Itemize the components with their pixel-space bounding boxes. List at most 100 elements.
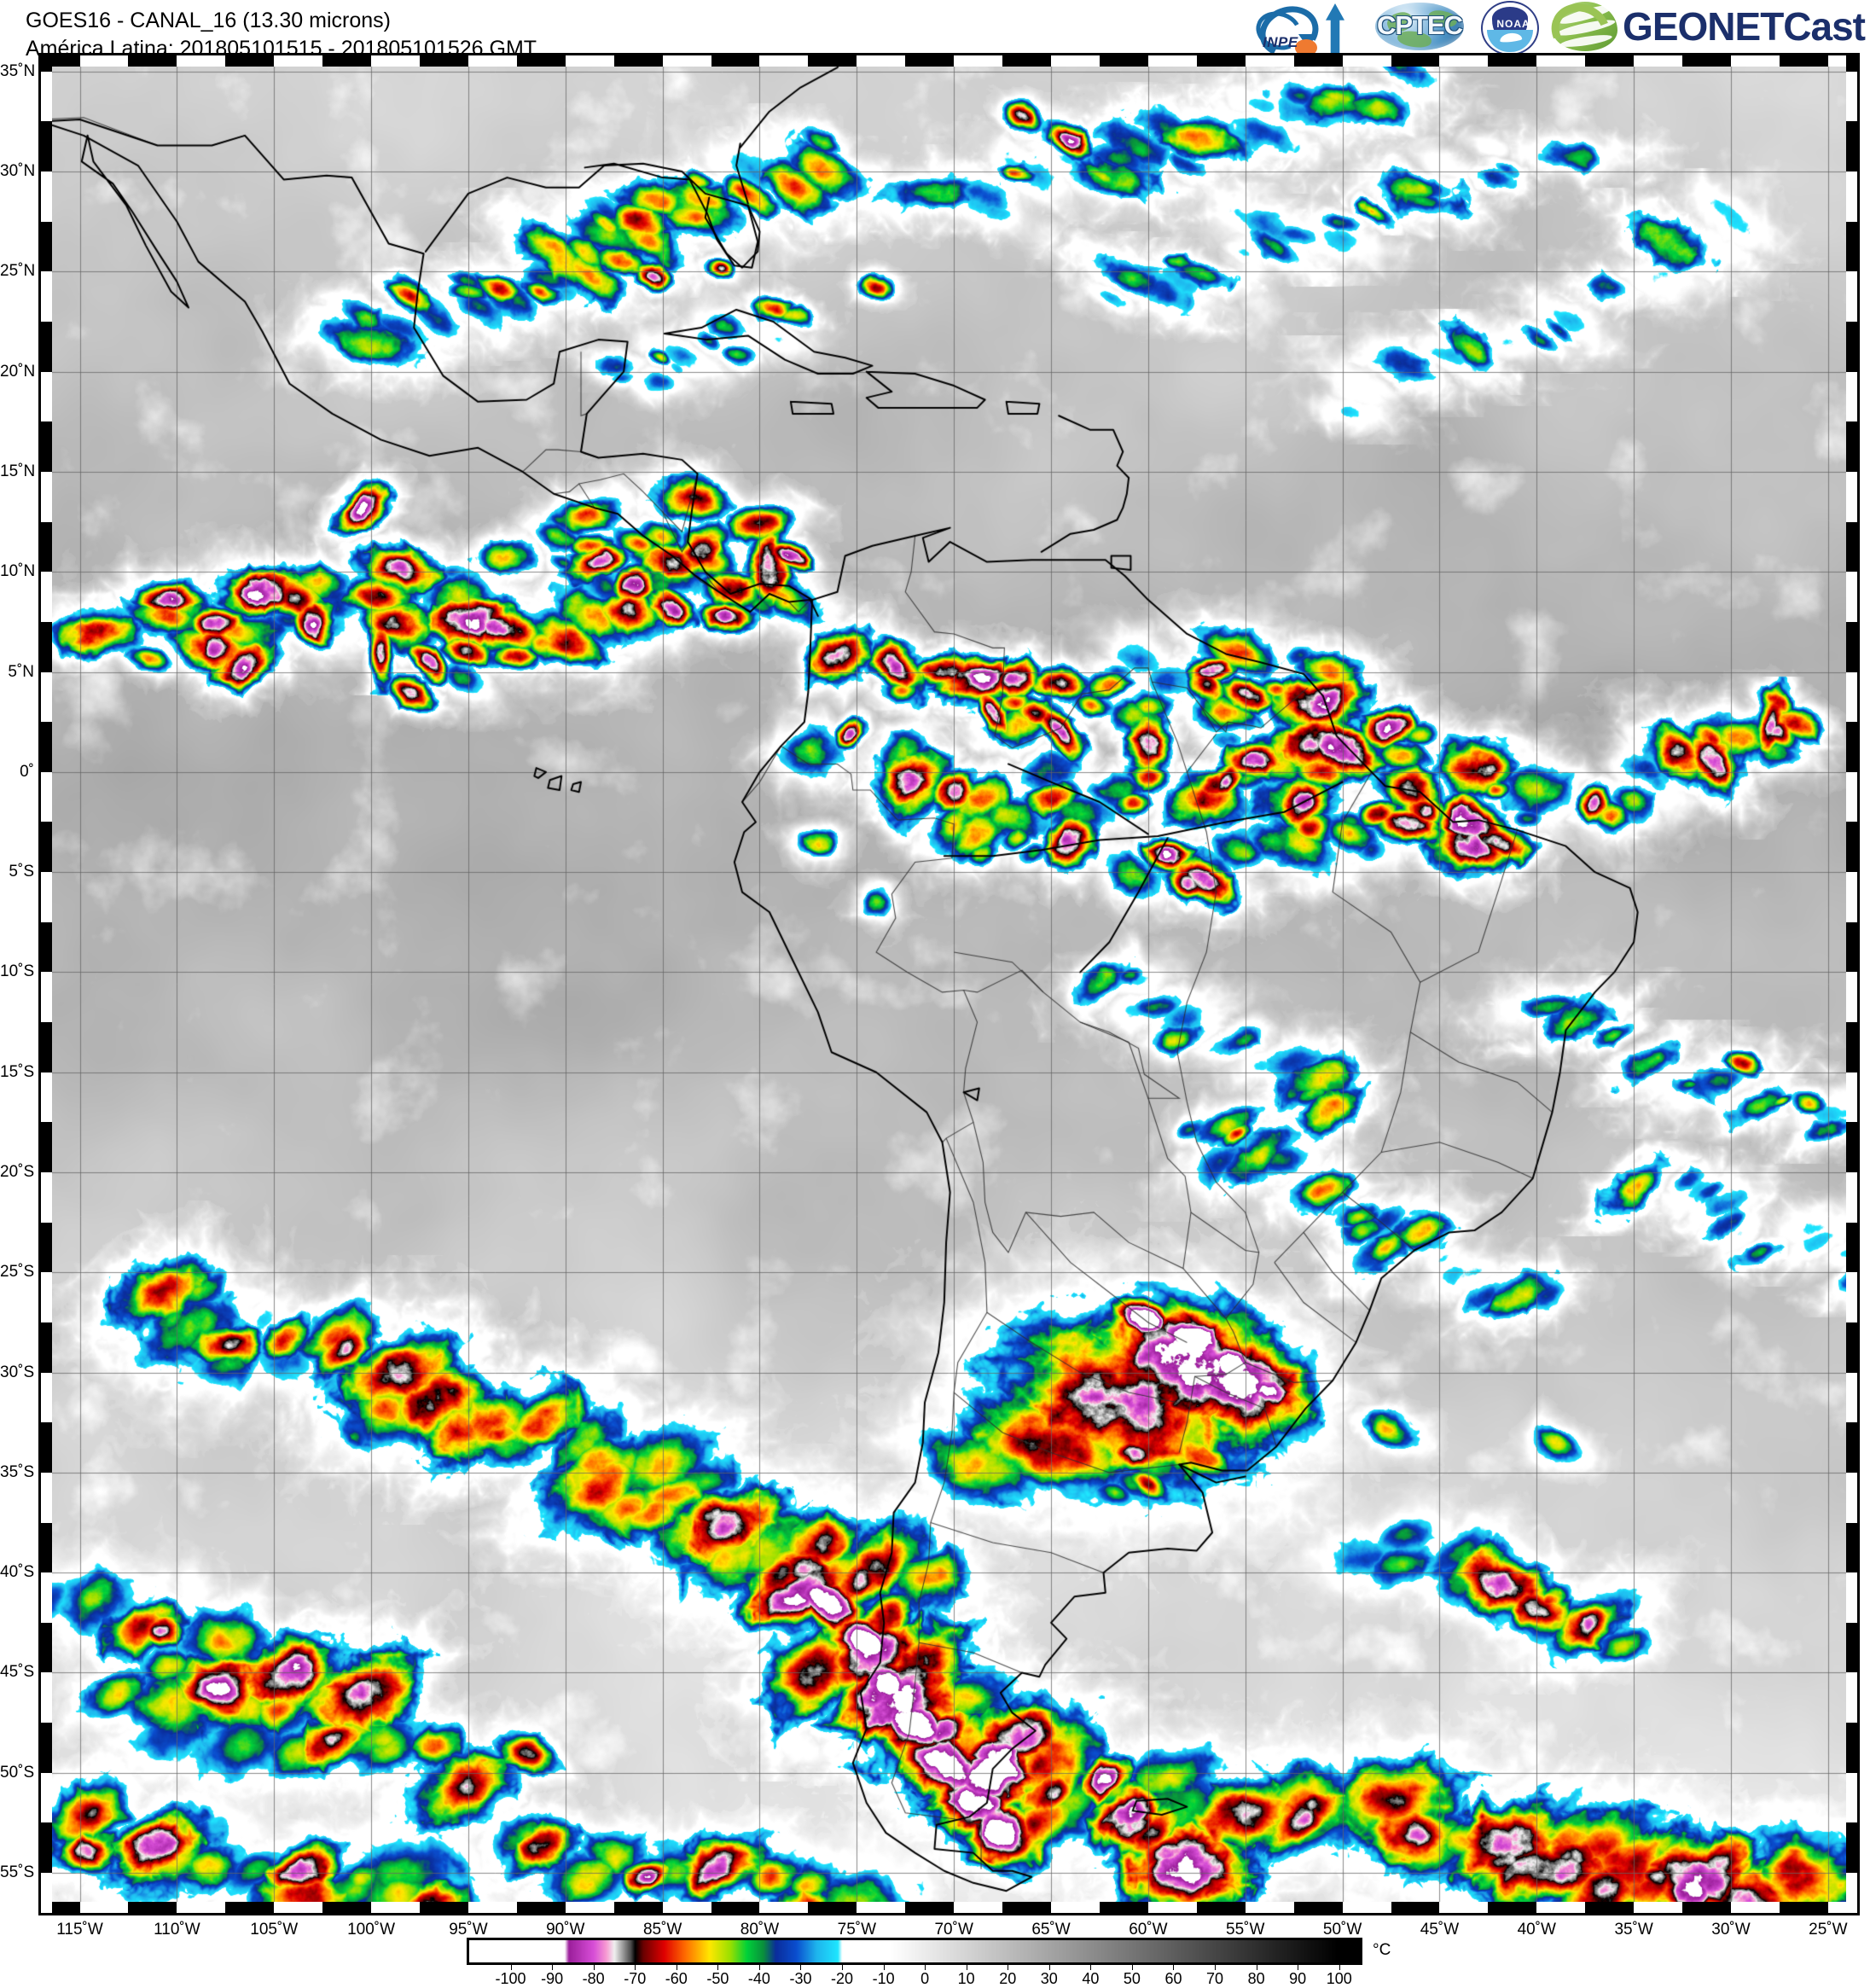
lon-tick-segment-top <box>954 55 1003 67</box>
lat-tick-segment-right <box>1846 1472 1857 1523</box>
lat-tick-segment-right <box>1846 55 1857 72</box>
lon-tick-segment-bottom <box>1051 1902 1100 1913</box>
longitude-label: 75˚W <box>837 1921 877 1939</box>
latitude-label: 35˚S <box>0 1462 35 1481</box>
lon-tick-segment-bottom <box>613 1902 663 1913</box>
lon-tick-segment-bottom <box>1439 1902 1489 1913</box>
latitude-label: 20˚N <box>0 362 36 381</box>
colorbar-tick-label: 60 <box>1164 1970 1182 1987</box>
lat-tick-segment-right <box>1846 421 1857 472</box>
lat-tick-segment-right <box>1846 671 1857 723</box>
noaa-logo: NOAA <box>1478 0 1539 55</box>
lat-tick-segment-left <box>41 421 52 472</box>
lon-tick-segment-bottom <box>1147 1902 1197 1913</box>
latitude-label: 30˚N <box>0 162 36 181</box>
colorbar-canvas <box>469 1940 1360 1962</box>
lat-tick-segment-right <box>1846 621 1857 672</box>
colorbar-tick-label: -10 <box>872 1970 895 1987</box>
lat-tick-segment-left <box>41 1572 52 1623</box>
noaa-wordmark: NOAA <box>1496 18 1530 30</box>
lon-tick-segment-bottom <box>79 1902 129 1913</box>
lon-tick-segment-bottom <box>565 1902 614 1913</box>
longitude-label: 45˚W <box>1420 1921 1460 1939</box>
lat-tick-segment-right <box>1846 271 1857 322</box>
colorbar-tick-line <box>635 1965 636 1970</box>
longitude-label: 90˚W <box>546 1921 585 1939</box>
lat-tick-segment-left <box>41 1372 52 1423</box>
lat-tick-segment-right <box>1846 71 1857 122</box>
lat-tick-segment-right <box>1846 521 1857 573</box>
colorbar-tick-line <box>510 1965 512 1970</box>
lat-tick-segment-right <box>1846 1772 1857 1823</box>
latitude-label: 55˚S <box>0 1863 35 1882</box>
lon-tick-segment-top <box>1147 55 1197 67</box>
lat-tick-segment-left <box>41 71 52 122</box>
lon-tick-segment-bottom <box>1002 1902 1052 1913</box>
lon-tick-segment-top <box>1682 55 1731 67</box>
lat-tick-segment-right <box>1846 1172 1857 1223</box>
colorbar-tick-line <box>925 1965 926 1970</box>
lat-tick-segment-right <box>1846 1372 1857 1423</box>
lon-tick-segment-top <box>516 55 566 67</box>
latitude-label: 35˚N <box>0 61 36 80</box>
satellite-image-canvas <box>41 55 1857 1913</box>
latitude-label: 40˚S <box>0 1563 35 1582</box>
lat-tick-segment-right <box>1846 322 1857 372</box>
lat-tick-segment-left <box>41 1622 52 1673</box>
lon-tick-segment-top <box>711 55 760 67</box>
latitude-label: 10˚N <box>0 562 36 581</box>
colorbar-tick-line <box>552 1965 554 1970</box>
lat-tick-segment-right <box>1846 771 1857 823</box>
lon-tick-segment-top <box>1391 55 1440 67</box>
lat-tick-segment-right <box>1846 822 1857 873</box>
geonetcast-wordmark: GEONETCast <box>1623 4 1866 49</box>
lon-tick-segment-top <box>468 55 517 67</box>
lon-tick-segment-top <box>420 55 468 67</box>
lon-tick-segment-top <box>613 55 663 67</box>
colorbar-tick-label: 50 <box>1123 1970 1141 1987</box>
latitude-label: 10˚S <box>0 962 35 981</box>
lon-tick-segment-bottom <box>857 1902 906 1913</box>
lat-tick-segment-right <box>1846 471 1857 522</box>
lat-tick-segment-left <box>41 1222 52 1273</box>
latitude-label: 5˚S <box>9 863 34 881</box>
inpe-arrow-up-icon <box>1326 3 1344 53</box>
lon-tick-segment-bottom <box>371 1902 420 1913</box>
colorbar-tick-label: -60 <box>665 1970 688 1987</box>
lat-tick-segment-right <box>1846 1723 1857 1773</box>
lon-tick-segment-top <box>371 55 420 67</box>
lat-tick-segment-left <box>41 1022 52 1072</box>
lat-tick-segment-left <box>41 572 52 622</box>
lat-tick-segment-left <box>41 1172 52 1223</box>
geonetcast-logo: GEONETCast <box>1542 0 1866 67</box>
lat-tick-segment-right <box>1846 572 1857 622</box>
lon-tick-segment-bottom <box>1342 1902 1391 1913</box>
lon-tick-segment-bottom <box>808 1902 857 1913</box>
lon-tick-segment-bottom <box>225 1902 275 1913</box>
satellite-map[interactable] <box>38 53 1860 1915</box>
header-bar: GOES16 - CANAL_16 (13.30 microns) Améric… <box>0 0 1870 67</box>
inpe-wordmark: INPE <box>1263 34 1298 50</box>
lat-tick-segment-left <box>41 771 52 823</box>
longitude-label: 30˚W <box>1711 1921 1751 1939</box>
lon-tick-segment-top <box>759 55 809 67</box>
lon-tick-segment-bottom <box>420 1902 468 1913</box>
lon-tick-segment-bottom <box>177 1902 226 1913</box>
longitude-label: 25˚W <box>1809 1921 1848 1939</box>
lon-tick-segment-bottom <box>468 1902 517 1913</box>
lat-tick-segment-left <box>41 471 52 522</box>
lat-tick-segment-left <box>41 1822 52 1874</box>
latitude-label: 50˚S <box>0 1763 35 1782</box>
lon-tick-segment-top <box>1051 55 1100 67</box>
lon-tick-segment-bottom <box>1099 1902 1148 1913</box>
lon-tick-segment-top <box>857 55 906 67</box>
colorbar-tick-line <box>883 1965 885 1970</box>
lat-tick-segment-right <box>1846 1572 1857 1623</box>
lat-tick-segment-right <box>1846 221 1857 272</box>
lon-tick-segment-bottom <box>1536 1902 1586 1913</box>
longitude-label: 65˚W <box>1031 1921 1071 1939</box>
inpe-orange-dot-icon <box>1295 39 1317 56</box>
lat-tick-segment-left <box>41 1072 52 1123</box>
lon-tick-segment-bottom <box>1779 1902 1828 1913</box>
lon-tick-segment-top <box>1002 55 1052 67</box>
